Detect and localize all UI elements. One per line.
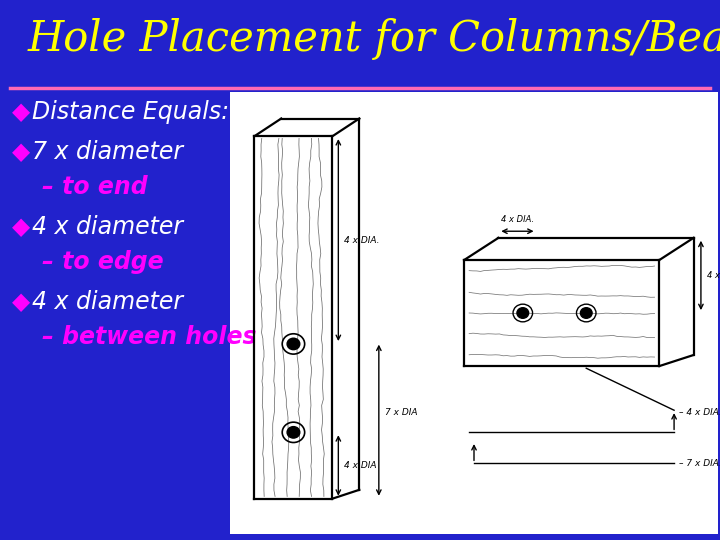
Text: – to edge: – to edge — [42, 250, 163, 274]
Text: Hole Placement for Columns/Beams: Hole Placement for Columns/Beams — [28, 18, 720, 60]
Text: 4 x diameter: 4 x diameter — [32, 290, 183, 314]
Text: 7 x DIA: 7 x DIA — [384, 408, 417, 417]
Text: 4 x DIA.: 4 x DIA. — [501, 215, 534, 225]
Text: 4 x diameter: 4 x diameter — [32, 215, 183, 239]
Text: 4 x DIA: 4 x DIA — [344, 461, 377, 470]
Circle shape — [287, 427, 300, 438]
Circle shape — [517, 308, 528, 318]
Text: Distance Equals:: Distance Equals: — [32, 100, 229, 124]
Text: 4 x DIA.: 4 x DIA. — [344, 235, 379, 245]
Text: ◆: ◆ — [12, 215, 30, 239]
Text: ◆: ◆ — [12, 140, 30, 164]
Text: – between holes: – between holes — [42, 325, 256, 349]
Text: ◆: ◆ — [12, 290, 30, 314]
Circle shape — [287, 338, 300, 350]
Text: 7 x diameter: 7 x diameter — [32, 140, 183, 164]
Text: 4 x DIA.: 4 x DIA. — [707, 271, 720, 280]
Text: – 7 x DIA.: – 7 x DIA. — [679, 459, 720, 468]
Text: ◆: ◆ — [12, 100, 30, 124]
Bar — [230, 92, 718, 534]
Circle shape — [580, 308, 592, 318]
Text: – to end: – to end — [42, 175, 148, 199]
Text: – 4 x DIA.: – 4 x DIA. — [679, 408, 720, 417]
